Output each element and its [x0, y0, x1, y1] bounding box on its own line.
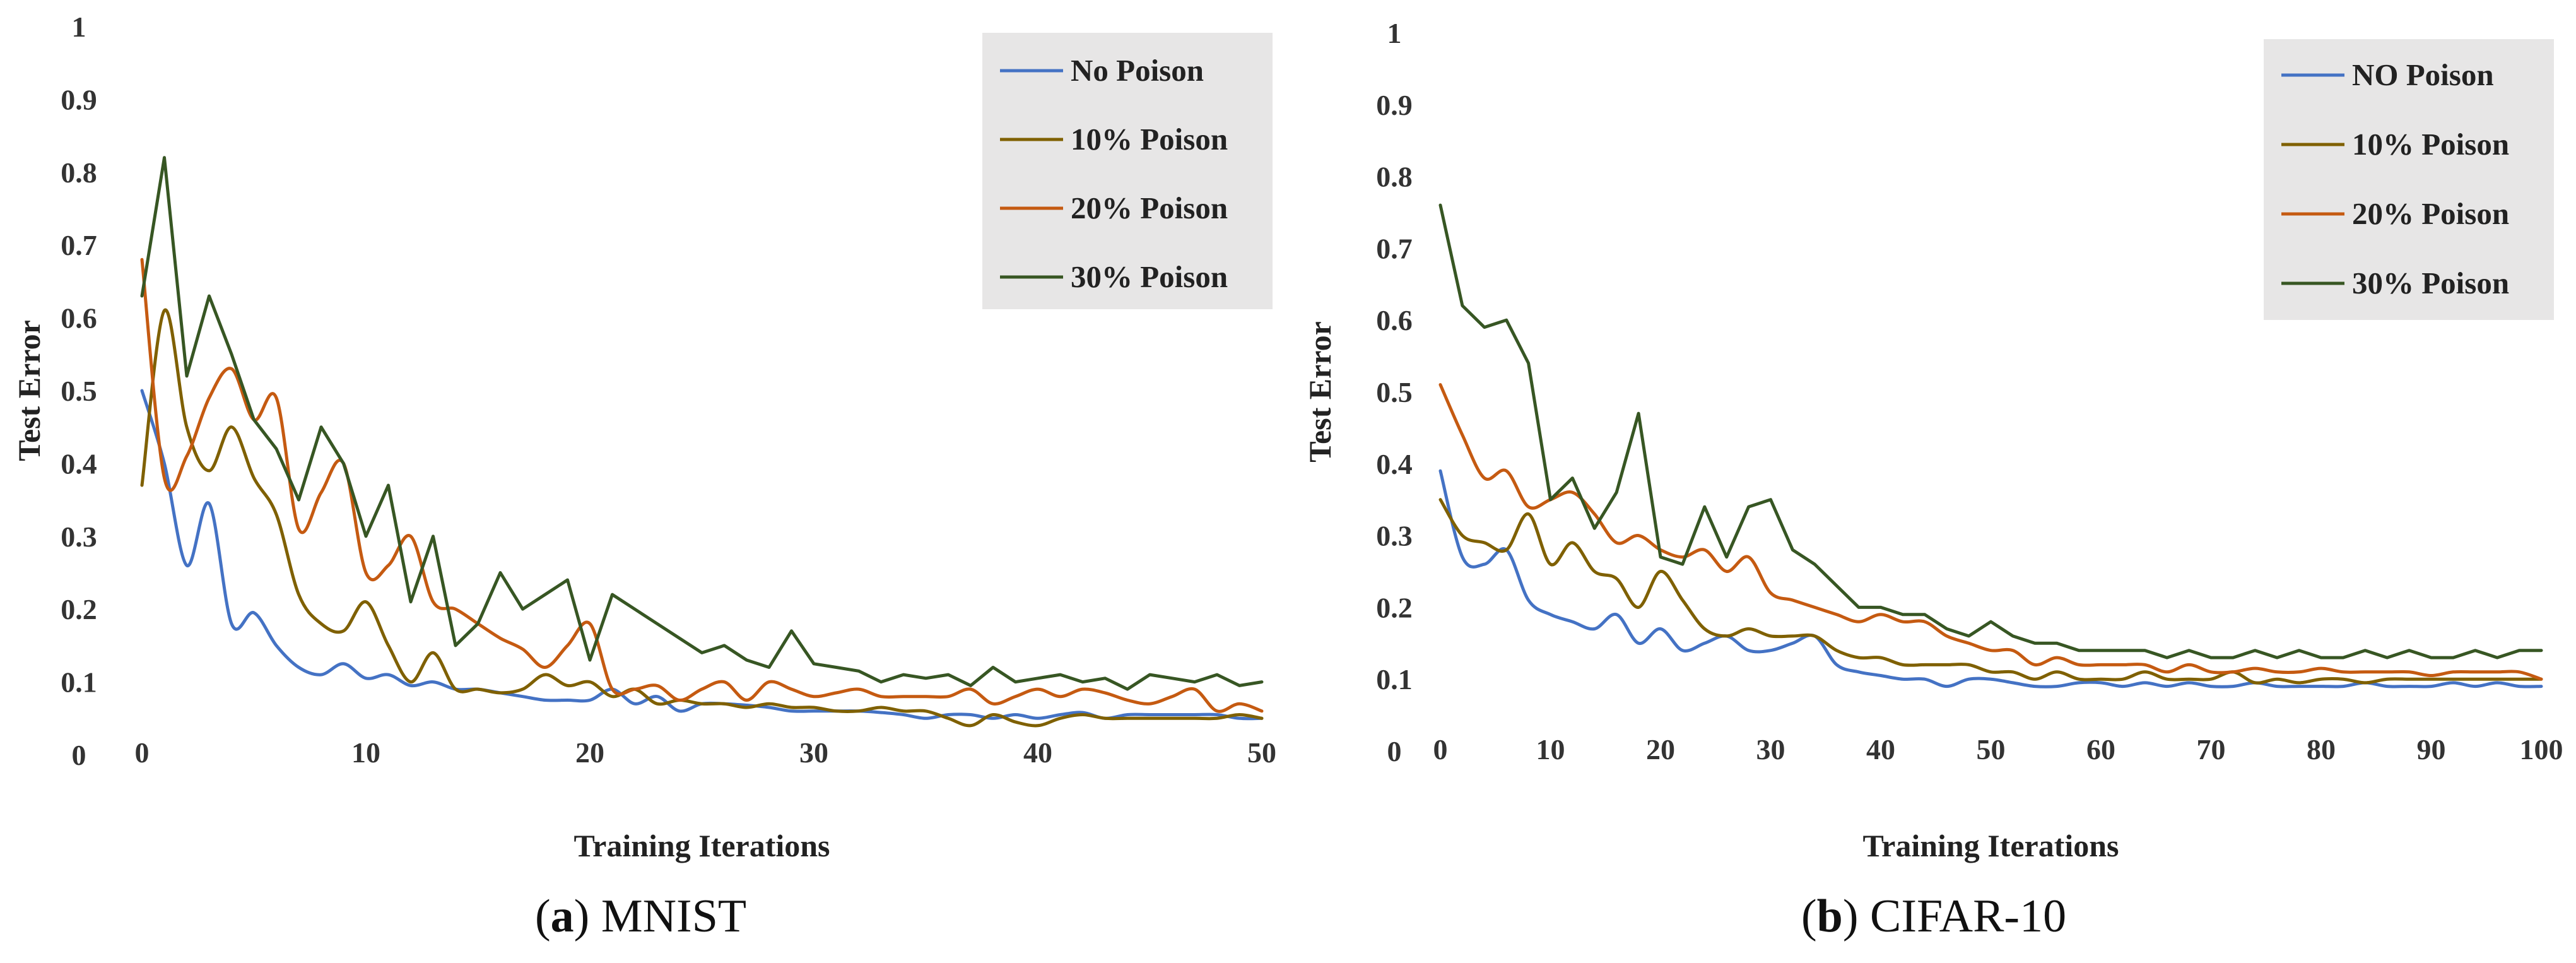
x-tick-label: 0 — [1433, 733, 1448, 765]
chart-mnist: 00.10.20.30.40.50.60.70.80.910 10 20 30 40 50… — [11, 11, 1276, 863]
legend: NO Poison 10% Poison 20% Poison 30% Poison — [2264, 39, 2554, 320]
series-line-10-poison — [1438, 498, 2543, 685]
legend-label: 10% Poison — [2352, 127, 2509, 162]
y-axis-title: Test Error — [1302, 321, 1338, 463]
x-tick-label: 0 — [135, 736, 150, 769]
y-tick-label: 0.8 — [1376, 161, 1413, 193]
legend-label: NO Poison — [2352, 57, 2494, 92]
y-tick-label: 0.5 — [61, 375, 97, 407]
y-tick-label: 1 — [72, 11, 86, 43]
x-tick-label: 20 — [1646, 733, 1675, 765]
x-axis-title: Training Iterations — [1862, 828, 2119, 863]
x-tick-label: 10 — [1536, 733, 1565, 765]
y-tick-label: 0.9 — [61, 83, 97, 115]
legend-box — [2264, 39, 2554, 320]
series-line-no-poison — [1438, 469, 2543, 688]
series-line-no-poison — [140, 389, 1264, 721]
legend-label: 20% Poison — [1071, 191, 1228, 225]
y-tick-label: 0.8 — [61, 157, 97, 189]
legend-label: 30% Poison — [2352, 266, 2509, 300]
y-tick-label: 0.4 — [61, 447, 97, 480]
x-tick-label: 90 — [2417, 733, 2446, 765]
y-tick-label: 0.6 — [61, 302, 97, 334]
x-tick-label: 60 — [2086, 733, 2115, 765]
caption-label: b — [1816, 890, 1843, 942]
y-tick-label: 0.2 — [1376, 591, 1413, 623]
legend-box — [982, 33, 1273, 309]
x-tick-label: 10 — [351, 736, 380, 769]
caption-mnist: (a) MNIST — [535, 890, 747, 942]
y-tick-label: 0.3 — [61, 521, 97, 553]
y-tick-label: 0.1 — [1376, 663, 1413, 695]
y-tick-label: 0.5 — [1376, 376, 1413, 408]
y-tick-label: 0.7 — [61, 229, 97, 261]
y-tick-label: 0.6 — [1376, 304, 1413, 336]
x-tick-label: 40 — [1866, 733, 1895, 765]
legend-label: 10% Poison — [1071, 122, 1228, 157]
caption-text: MNIST — [601, 890, 747, 942]
x-tick-label: 80 — [2307, 733, 2336, 765]
y-tick-label: 0.1 — [61, 666, 97, 699]
x-tick-label: 100 — [2520, 733, 2563, 765]
y-axis-title: Test Error — [11, 320, 47, 461]
legend-label: 20% Poison — [2352, 196, 2509, 231]
legend-label: 30% Poison — [1071, 259, 1228, 294]
x-tick-label: 40 — [1023, 736, 1052, 769]
x-tick-label: 30 — [799, 736, 828, 769]
x-tick-label: 50 — [1247, 736, 1276, 769]
y-tick-label: 0.7 — [1376, 232, 1413, 264]
caption-cifar10: (b) CIFAR-10 — [1801, 890, 2067, 942]
y-tick-label: 0.4 — [1376, 448, 1413, 480]
x-tick-label: 20 — [575, 736, 604, 769]
y-tick-label: 0.3 — [1376, 520, 1413, 552]
legend-label: No Poison — [1071, 53, 1204, 88]
y-tick-label: 0 — [1387, 735, 1402, 767]
legend: No Poison 10% Poison 20% Poison 30% Poison — [982, 33, 1273, 309]
y-tick-label: 0 — [72, 739, 86, 771]
chart-cifar10: 00.10.20.30.40.50.60.70.80.910 10 20 30 40 50… — [1302, 17, 2563, 863]
series-line-30-poison — [140, 156, 1264, 691]
caption-label: a — [550, 890, 574, 942]
series-line-20-poison — [140, 257, 1264, 713]
x-axis-title: Training Iterations — [573, 828, 830, 863]
y-tick-label: 0.2 — [61, 593, 97, 625]
y-tick-label: 1 — [1387, 17, 1402, 49]
series-line-20-poison — [1438, 383, 2543, 681]
x-tick-label: 50 — [1977, 733, 2006, 765]
series-line-10-poison — [140, 308, 1264, 728]
y-tick-label: 0.9 — [1376, 89, 1413, 121]
caption-text: CIFAR-10 — [1869, 890, 2067, 942]
series-line-30-poison — [1438, 203, 2543, 659]
x-tick-label: 70 — [2197, 733, 2226, 765]
x-tick-label: 30 — [1756, 733, 1785, 765]
